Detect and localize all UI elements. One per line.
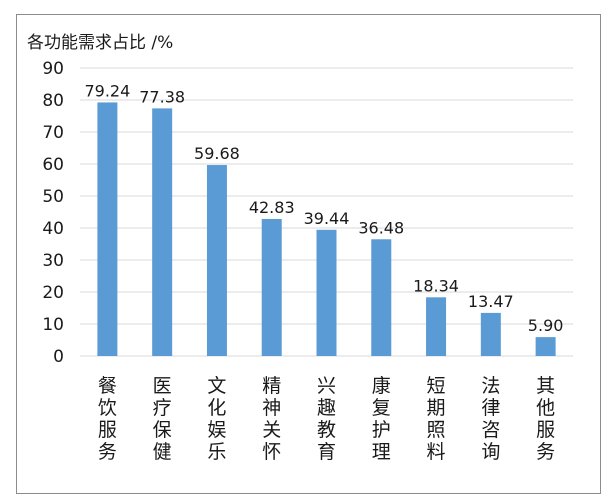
y-tick-label: 20 — [42, 283, 64, 303]
data-label: 59.68 — [194, 144, 240, 163]
data-labels: 79.24 77.38 59.68 42.83 39.44 36.48 18.34 13.47… — [84, 81, 563, 335]
bar — [371, 239, 392, 356]
category-label: 医疗保健 — [153, 375, 172, 463]
category-label: 兴趣教育 — [317, 375, 336, 463]
bar — [261, 218, 282, 356]
y-tick-label: 60 — [42, 155, 64, 175]
category-label: 餐饮服务 — [98, 375, 117, 463]
data-label: 42.83 — [249, 198, 295, 217]
data-label: 36.48 — [358, 218, 404, 237]
bar — [480, 312, 501, 356]
y-tick-label: 30 — [42, 251, 64, 271]
category-label: 其他服务 — [536, 375, 555, 463]
category-label: 精神关怀 — [262, 375, 281, 463]
data-label: 39.44 — [304, 209, 350, 228]
data-label: 77.38 — [139, 87, 185, 106]
category-label: 法律咨询 — [481, 375, 500, 463]
bar — [152, 108, 173, 356]
y-tick-label: 40 — [42, 219, 64, 239]
y-axis-title: 各功能需求占比 /% — [27, 33, 173, 53]
data-label: 18.34 — [413, 276, 459, 295]
bar — [535, 337, 556, 356]
bar — [316, 229, 337, 356]
y-tick-label: 0 — [53, 347, 64, 367]
y-tick-label: 80 — [42, 91, 64, 111]
y-tick-label: 90 — [42, 59, 64, 79]
bar — [97, 102, 118, 356]
category-label: 康复护理 — [372, 375, 391, 463]
bar — [426, 297, 447, 356]
bar — [206, 165, 227, 356]
data-label: 79.24 — [84, 81, 130, 100]
y-tick-label: 70 — [42, 123, 64, 143]
y-tick-label: 50 — [42, 187, 64, 207]
y-tick-labels: 0 10 20 30 40 50 60 70 80 90 — [42, 59, 64, 367]
bars — [97, 102, 556, 356]
category-labels: 餐饮服务 医疗保健 文化娱乐 精神关怀 兴趣教育 康复护理 短期照料 法律咨询 其他服务 — [98, 375, 555, 463]
data-label: 5.90 — [528, 316, 564, 335]
category-label: 短期照料 — [427, 375, 446, 463]
y-tick-label: 10 — [42, 315, 64, 335]
data-label: 13.47 — [468, 292, 514, 311]
category-label: 文化娱乐 — [207, 375, 226, 463]
